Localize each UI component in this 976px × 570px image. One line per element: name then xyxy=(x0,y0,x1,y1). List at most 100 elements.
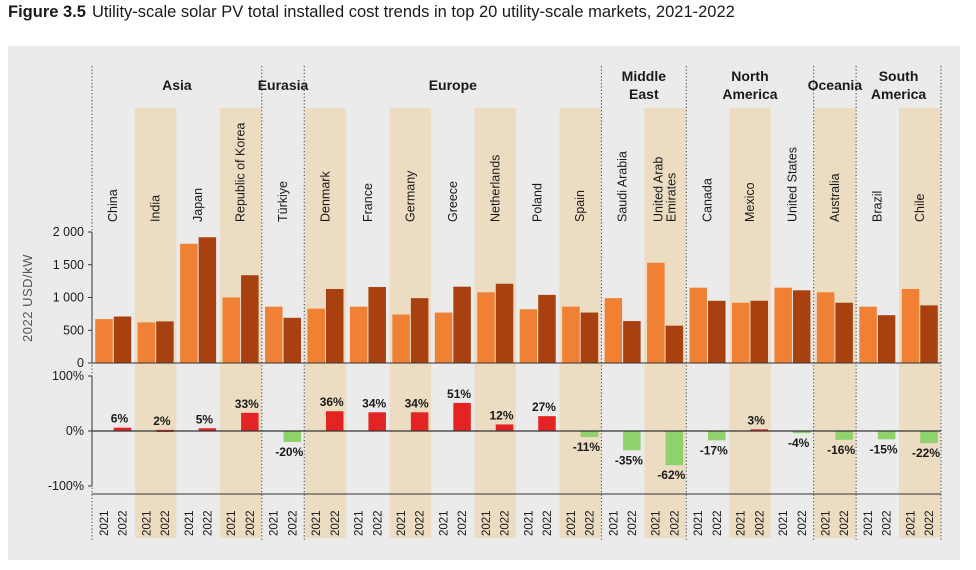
change-bar-republic-of-korea xyxy=(241,412,259,431)
year-label-2022: 2022 xyxy=(202,510,214,536)
change-label-united-arab-emirates: -62% xyxy=(657,468,685,482)
change-bar-t-rkiye xyxy=(283,431,302,442)
country-label-canada: Canada xyxy=(701,178,715,222)
bar-2021-brazil xyxy=(859,306,877,363)
region-label-middle-east: East xyxy=(629,86,659,102)
bar-2021-saudi-arabia xyxy=(604,298,623,363)
bar-2022-saudi-arabia xyxy=(623,321,641,363)
year-label-2021: 2021 xyxy=(141,510,153,536)
change-label-denmark: 36% xyxy=(320,395,344,409)
year-label-2022: 2022 xyxy=(372,510,384,536)
change-label-greece: 51% xyxy=(447,387,471,401)
change-label-mexico: 3% xyxy=(748,413,766,427)
chart-panel: Asia Eurasia Europe Middle East North America O… xyxy=(8,46,960,560)
year-label-2022: 2022 xyxy=(712,510,724,536)
bar-2021-netherlands xyxy=(477,292,495,363)
year-label-2022: 2022 xyxy=(500,510,512,536)
year-label-2022: 2022 xyxy=(839,510,851,536)
bar-2022-republic-of-korea xyxy=(241,275,259,363)
bar-2021-japan xyxy=(180,243,198,363)
country-label-france: France xyxy=(361,183,375,222)
change-bar-brazil xyxy=(877,431,896,440)
year-label-2022: 2022 xyxy=(287,510,299,536)
bar-2021-mexico xyxy=(731,302,750,363)
year-label-2021: 2021 xyxy=(608,510,620,536)
year-label-2022: 2022 xyxy=(754,510,766,536)
change-label-t-rkiye: -20% xyxy=(275,445,303,459)
year-label-2021: 2021 xyxy=(354,510,366,536)
country-label-republic-of-korea: Republic of Korea xyxy=(234,123,248,222)
bar-2021-australia xyxy=(816,292,835,363)
year-label-2021: 2021 xyxy=(821,510,833,536)
change-bar-australia xyxy=(835,431,853,440)
bar-2021-greece xyxy=(434,312,453,363)
bar-2021-spain xyxy=(562,306,580,363)
change-label-spain: -11% xyxy=(573,440,601,454)
bar-2021-united-arab-emirates xyxy=(647,262,665,363)
country-label-japan: Japan xyxy=(191,188,205,222)
change-label-netherlands: 12% xyxy=(490,408,514,422)
year-label-2021: 2021 xyxy=(778,510,790,536)
bar-2022-poland xyxy=(538,294,556,363)
change-tick-label: 0% xyxy=(66,424,84,438)
year-label-2021: 2021 xyxy=(481,510,493,536)
year-label-2022: 2022 xyxy=(457,510,469,536)
region-label-north-america: North xyxy=(731,68,768,84)
region-label-oceania: Oceania xyxy=(808,77,863,93)
bar-2022-australia xyxy=(835,302,853,363)
bar-2022-india xyxy=(156,321,174,363)
year-label-2021: 2021 xyxy=(736,510,748,536)
bar-2022-germany xyxy=(410,298,429,363)
country-label-united-states: United States xyxy=(785,147,799,222)
cost-tick-label: 500 xyxy=(63,323,84,337)
bar-2021-canada xyxy=(689,287,708,363)
bar-2022-denmark xyxy=(325,288,344,363)
bar-2022-china xyxy=(113,316,132,363)
change-bar-united-arab-emirates xyxy=(665,431,684,466)
country-label-saudi-arabia: Saudi Arabia xyxy=(616,151,630,222)
change-label-united-states: -4% xyxy=(788,436,810,450)
change-bar-saudi-arabia xyxy=(623,431,641,451)
country-label-united-arab-emirates: Emirates xyxy=(665,173,679,222)
cost-tick-label: 0 xyxy=(77,356,84,370)
region-label-asia: Asia xyxy=(162,77,192,93)
bar-2021-china xyxy=(95,319,113,363)
country-label-australia: Australia xyxy=(828,173,842,222)
bar-2021-republic-of-korea xyxy=(222,297,241,363)
country-label-brazil: Brazil xyxy=(870,191,884,222)
figure-number: Figure 3.5 xyxy=(8,3,86,21)
change-label-china: 6% xyxy=(111,412,129,426)
region-label-north-america: America xyxy=(722,86,777,102)
change-bar-greece xyxy=(453,402,471,431)
cost-trend-chart: Asia Eurasia Europe Middle East North America O… xyxy=(20,66,942,540)
year-label-2022: 2022 xyxy=(415,510,427,536)
year-label-2022: 2022 xyxy=(542,510,554,536)
year-label-2022: 2022 xyxy=(118,510,130,536)
year-label-2022: 2022 xyxy=(627,510,639,536)
country-label-poland: Poland xyxy=(531,183,545,222)
year-label-2021: 2021 xyxy=(693,510,705,536)
change-label-india: 2% xyxy=(153,414,171,428)
bar-2021-germany xyxy=(392,314,410,363)
bar-2021-t-rkiye xyxy=(265,306,283,363)
year-label-2021: 2021 xyxy=(438,510,450,536)
bar-2022-chile xyxy=(920,305,938,363)
bar-2022-brazil xyxy=(877,315,896,363)
region-label-europe: Europe xyxy=(429,77,477,93)
year-label-2022: 2022 xyxy=(330,510,342,536)
country-label-china: China xyxy=(106,189,120,222)
change-bar-united-states xyxy=(792,431,811,434)
change-bar-japan xyxy=(198,428,217,431)
bar-2022-greece xyxy=(453,286,471,363)
country-label-united-arab-emirates: United Arab xyxy=(652,157,666,222)
change-bar-spain xyxy=(580,431,599,438)
change-label-republic-of-korea: 33% xyxy=(235,397,259,411)
bar-2022-netherlands xyxy=(495,283,514,363)
change-label-australia: -16% xyxy=(827,443,855,457)
country-label-spain: Spain xyxy=(573,190,587,222)
year-label-2021: 2021 xyxy=(863,510,875,536)
country-label-greece: Greece xyxy=(446,181,460,222)
bar-2022-united-arab-emirates xyxy=(665,325,684,363)
figure-title-text: Utility-scale solar PV total installed c… xyxy=(91,3,735,21)
year-label-2021: 2021 xyxy=(651,510,663,536)
